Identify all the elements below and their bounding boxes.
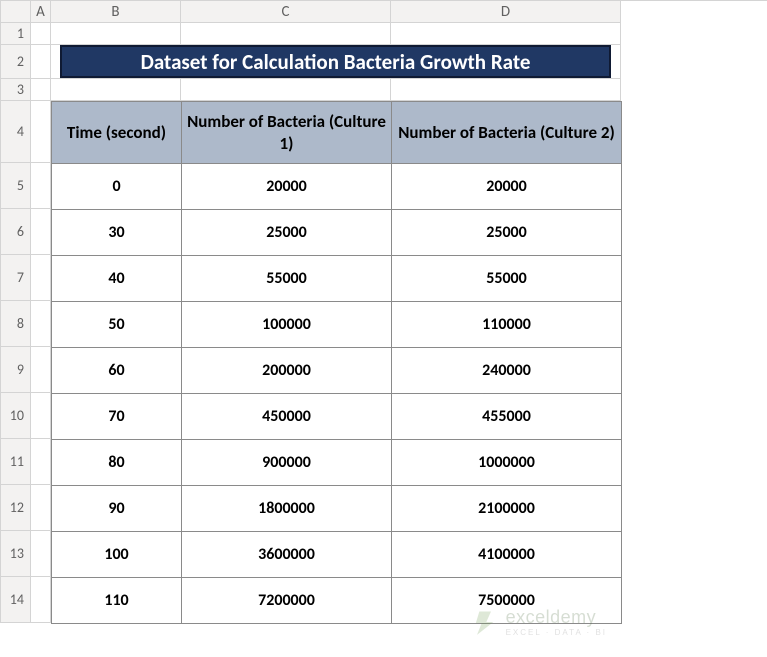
cell[interactable]	[31, 79, 51, 101]
column-header-b[interactable]: B	[51, 1, 181, 23]
table-cell[interactable]: 40	[52, 256, 182, 302]
cell[interactable]	[31, 531, 51, 577]
cell[interactable]	[391, 23, 621, 45]
cell[interactable]	[31, 163, 51, 209]
cell[interactable]	[391, 79, 621, 101]
row-header-12[interactable]: 12	[1, 485, 31, 531]
cell[interactable]	[31, 439, 51, 485]
table-cell[interactable]: 80	[52, 440, 182, 486]
table-row: 405500055000	[52, 256, 622, 302]
table-cell[interactable]: 100	[52, 532, 182, 578]
row-header-5[interactable]: 5	[1, 163, 31, 209]
data-table-region[interactable]: Time (second)Number of Bacteria (Culture…	[51, 101, 621, 163]
table-cell[interactable]: 240000	[392, 348, 622, 394]
table-cell[interactable]: 50	[52, 302, 182, 348]
table-row: 11072000007500000	[52, 578, 622, 624]
cell[interactable]	[31, 577, 51, 623]
table-cell[interactable]: 55000	[182, 256, 392, 302]
table-header-1[interactable]: Number of Bacteria (Culture 1)	[182, 102, 392, 164]
table-cell[interactable]: 25000	[182, 210, 392, 256]
cell[interactable]	[31, 209, 51, 255]
table-row: 60200000240000	[52, 348, 622, 394]
table-cell[interactable]: 110	[52, 578, 182, 624]
row-header-3[interactable]: 3	[1, 79, 31, 101]
table-cell[interactable]: 90	[52, 486, 182, 532]
table-cell[interactable]: 1000000	[392, 440, 622, 486]
table-cell[interactable]: 20000	[392, 164, 622, 210]
table-cell[interactable]: 200000	[182, 348, 392, 394]
cell[interactable]	[181, 23, 391, 45]
cell[interactable]	[31, 255, 51, 301]
cell[interactable]	[51, 79, 181, 101]
row-header-13[interactable]: 13	[1, 531, 31, 577]
cell[interactable]	[31, 23, 51, 45]
table-header-0[interactable]: Time (second)	[52, 102, 182, 164]
table-cell[interactable]: 7500000	[392, 578, 622, 624]
table-cell[interactable]: 55000	[392, 256, 622, 302]
table-cell[interactable]: 7200000	[182, 578, 392, 624]
cell[interactable]	[31, 393, 51, 439]
page-title: Dataset for Calculation Bacteria Growth …	[60, 45, 611, 78]
row-header-14[interactable]: 14	[1, 577, 31, 623]
table-cell[interactable]: 100000	[182, 302, 392, 348]
column-header-a[interactable]: A	[31, 1, 51, 23]
row-header-9[interactable]: 9	[1, 347, 31, 393]
row-header-10[interactable]: 10	[1, 393, 31, 439]
row-header-11[interactable]: 11	[1, 439, 31, 485]
row-header-6[interactable]: 6	[1, 209, 31, 255]
cell[interactable]	[181, 79, 391, 101]
row-header-1[interactable]: 1	[1, 23, 31, 45]
table-header-2[interactable]: Number of Bacteria (Culture 2)	[392, 102, 622, 164]
table-row: 809000001000000	[52, 440, 622, 486]
table-row: 50100000110000	[52, 302, 622, 348]
data-table: Time (second)Number of Bacteria (Culture…	[51, 101, 622, 624]
table-cell[interactable]: 70	[52, 394, 182, 440]
title-merged-cell[interactable]: Dataset for Calculation Bacteria Growth …	[51, 45, 621, 79]
table-cell[interactable]: 450000	[182, 394, 392, 440]
select-all-corner[interactable]	[1, 1, 31, 23]
table-row: 302500025000	[52, 210, 622, 256]
cell[interactable]	[31, 485, 51, 531]
cell[interactable]	[51, 23, 181, 45]
cell[interactable]	[31, 301, 51, 347]
table-row: 9018000002100000	[52, 486, 622, 532]
watermark-tagline: EXCEL · DATA · BI	[506, 628, 607, 637]
table-cell[interactable]: 4100000	[392, 532, 622, 578]
table-cell[interactable]: 20000	[182, 164, 392, 210]
cell[interactable]	[31, 45, 51, 79]
table-cell[interactable]: 3600000	[182, 532, 392, 578]
row-header-7[interactable]: 7	[1, 255, 31, 301]
table-cell[interactable]: 30	[52, 210, 182, 256]
table-cell[interactable]: 455000	[392, 394, 622, 440]
table-cell[interactable]: 2100000	[392, 486, 622, 532]
row-header-2[interactable]: 2	[1, 45, 31, 79]
table-cell[interactable]: 0	[52, 164, 182, 210]
cell[interactable]	[31, 347, 51, 393]
table-row: 02000020000	[52, 164, 622, 210]
column-header-d[interactable]: D	[391, 1, 621, 23]
cell[interactable]	[31, 101, 51, 163]
table-cell[interactable]: 110000	[392, 302, 622, 348]
table-cell[interactable]: 900000	[182, 440, 392, 486]
table-row: 10036000004100000	[52, 532, 622, 578]
table-row: 70450000455000	[52, 394, 622, 440]
row-header-4[interactable]: 4	[1, 101, 31, 163]
table-cell[interactable]: 60	[52, 348, 182, 394]
table-cell[interactable]: 25000	[392, 210, 622, 256]
table-cell[interactable]: 1800000	[182, 486, 392, 532]
row-header-8[interactable]: 8	[1, 301, 31, 347]
column-header-c[interactable]: C	[181, 1, 391, 23]
